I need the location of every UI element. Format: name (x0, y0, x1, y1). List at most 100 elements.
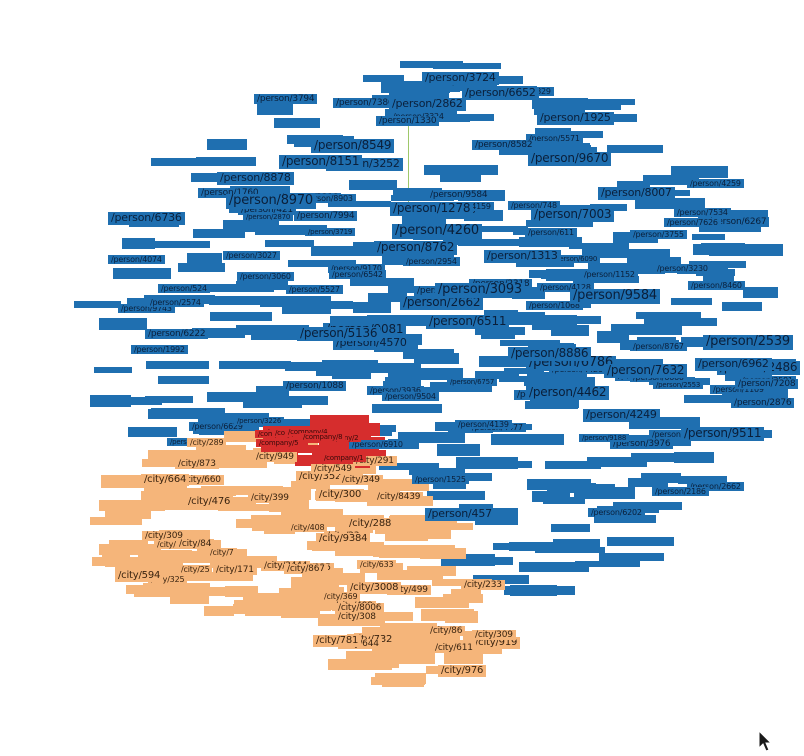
person-node-label[interactable]: /person/8886 (508, 346, 592, 361)
person-node-label[interactable]: /person/8151 (279, 154, 363, 169)
person-node-label[interactable]: /person/1760 (198, 188, 262, 199)
city-node-label[interactable]: /city/7 (207, 548, 237, 558)
company-node-label[interactable]: /company/1 (321, 454, 367, 463)
person-node-label[interactable]: /person/3230 (654, 264, 711, 274)
city-node-label[interactable]: /city/352 (296, 471, 345, 483)
city-node-label[interactable]: /city/867 (284, 564, 328, 575)
person-node-label[interactable]: /person/2326 (649, 430, 706, 440)
person-node-label[interactable]: /person/2662 (400, 295, 484, 310)
person-node-label[interactable]: /person/1313 (484, 249, 561, 263)
company-node-label[interactable]: /company/4 (285, 428, 331, 437)
person-node-label[interactable]: /person/5136 (297, 326, 381, 341)
city-node-label[interactable]: /city/171 (213, 565, 257, 576)
person-node-label[interactable]: /person/2876 (731, 398, 795, 409)
person-node-label[interactable]: /person/5527 (286, 285, 343, 295)
person-node-label[interactable]: /person/3976 (610, 439, 674, 450)
person-node-label[interactable]: /person/6222 (145, 329, 209, 340)
person-node-label[interactable]: /person/3936 (367, 386, 424, 396)
city-node-label[interactable]: /city/233 (461, 580, 505, 591)
person-node-label[interactable]: /person/6202 (588, 508, 645, 518)
person-node-label[interactable]: /person/4259 (687, 179, 744, 189)
city-node-label[interactable]: /city/300 (316, 489, 365, 501)
person-node-label[interactable]: /person/8903 (299, 194, 356, 204)
person-node-label[interactable]: /person/4074 (108, 255, 165, 265)
city-node-label[interactable]: /city/399 (248, 493, 292, 504)
person-node-label[interactable]: /person/748 (508, 201, 560, 211)
person-node-label[interactable]: /person/6090 (550, 255, 601, 264)
city-node-label[interactable]: /city/309 (472, 630, 516, 641)
person-node-label[interactable]: /person/1109 (710, 385, 767, 395)
person-node-label[interactable]: /person/7003 (531, 207, 615, 222)
company-node-label[interactable]: /company/8 (300, 433, 346, 442)
person-node-label[interactable]: /person/1088 (283, 381, 347, 392)
person-node-label[interactable]: /person/1152 (581, 270, 638, 280)
person-node-label[interactable]: /person/1330 (376, 116, 440, 127)
person-node-label[interactable]: /person/6542 (329, 270, 386, 280)
person-node-label[interactable]: /person/3027 (223, 251, 280, 261)
person-node-label[interactable]: /person/4260 (392, 223, 483, 239)
city-node-label[interactable]: /city/476 (185, 496, 234, 508)
city-node-label[interactable]: /city/84 (176, 539, 215, 550)
person-node-label[interactable]: /person/3719 (305, 228, 356, 237)
city-node-label[interactable]: /city/919 (472, 637, 521, 649)
city-node-label[interactable]: /city/9384 (316, 533, 371, 545)
person-node-label[interactable]: /person/6652 (462, 86, 539, 100)
person-node-label[interactable]: /person/9511 (681, 426, 765, 441)
city-node-label[interactable]: /city/408 (288, 523, 328, 533)
person-node-label[interactable]: /person/4462 (526, 385, 610, 400)
person-node-label[interactable]: /person/9188 (579, 434, 630, 443)
city-node-label[interactable]: /city/594 (115, 570, 164, 582)
person-node-label[interactable]: /person/8762 (374, 240, 458, 255)
person-node-label[interactable]: /person/6757 (447, 378, 498, 387)
person-node-label[interactable]: /person/524 (158, 284, 210, 294)
person-node-label[interactable]: /person/421 (238, 205, 296, 216)
person-node-label[interactable]: /person/1992 (131, 345, 188, 355)
person-node-label[interactable]: /person/6962 (695, 357, 772, 371)
person-node-label[interactable]: /person/6267 (706, 217, 770, 228)
person-node-label[interactable]: /person/6910 (349, 440, 406, 450)
city-node-label[interactable]: /city/288 (346, 518, 395, 530)
city-node-label[interactable]: /city/308 (335, 612, 379, 623)
person-node-label[interactable]: /person/7208 (735, 379, 799, 390)
city-node-label[interactable]: /city/633 (357, 560, 397, 570)
person-node-label[interactable]: /person/9670 (528, 151, 612, 166)
person-node-label[interactable]: /person/3794 (254, 94, 318, 105)
city-node-label[interactable]: /city/781 (313, 635, 362, 647)
person-node-label[interactable]: /person/7534 (674, 208, 731, 218)
person-node-label[interactable]: /person/6629 (189, 422, 246, 432)
city-node-label[interactable]: /city/873 (175, 459, 219, 470)
person-node-label[interactable]: /person/457 (425, 507, 495, 521)
city-node-label[interactable]: /city/309 (142, 531, 186, 542)
person-node-label[interactable]: /person/2954 (403, 257, 460, 267)
city-node-label[interactable]: /city/291 (353, 456, 397, 467)
person-node-label[interactable]: /person/6511 (426, 314, 510, 329)
person-node-label[interactable]: /person/7994 (294, 211, 358, 222)
person-node-label[interactable]: /person/3226 (234, 417, 285, 426)
person-node-label[interactable]: /person/4139 (455, 420, 512, 430)
person-node-label[interactable]: /person/2186 (652, 487, 709, 497)
city-node-label[interactable]: /city/664 (141, 474, 190, 486)
city-node-label[interactable]: /city/8439 (374, 492, 424, 503)
city-node-label[interactable]: /city/660 (180, 475, 224, 486)
person-node-label[interactable]: /person/9743 (118, 304, 175, 314)
city-node-label[interactable]: /city/976 (438, 665, 487, 677)
person-node-label[interactable]: /person/9584 (427, 190, 491, 201)
person-node-label[interactable]: /person/3093 (435, 282, 526, 298)
person-node-label[interactable]: /person/9504 (382, 392, 439, 402)
person-node-label[interactable]: /person/8549 (311, 138, 395, 153)
city-node-label[interactable]: /city/325 (148, 575, 188, 585)
person-node-label[interactable]: /person/1068 (526, 301, 583, 311)
city-node-label[interactable]: /city/3008 (347, 582, 402, 594)
city-node-label[interactable]: /city/369 (321, 592, 361, 602)
person-node-label[interactable]: /person/2870 (243, 213, 294, 222)
city-node-label[interactable]: /city/289 (187, 438, 227, 448)
city-node-label[interactable]: /city/793 (154, 540, 194, 550)
person-node-label[interactable]: /person/2862 (389, 97, 466, 111)
person-node-label[interactable]: /person/7632 (604, 363, 688, 378)
person-node-label[interactable]: /person/4249 (583, 408, 660, 422)
city-node-label[interactable]: /city/949 (253, 452, 297, 463)
person-node-label[interactable]: /person/8878 (217, 171, 294, 185)
person-node-label[interactable]: /person/2539 (703, 334, 794, 350)
person-node-label[interactable]: /person/1278 (390, 201, 474, 216)
